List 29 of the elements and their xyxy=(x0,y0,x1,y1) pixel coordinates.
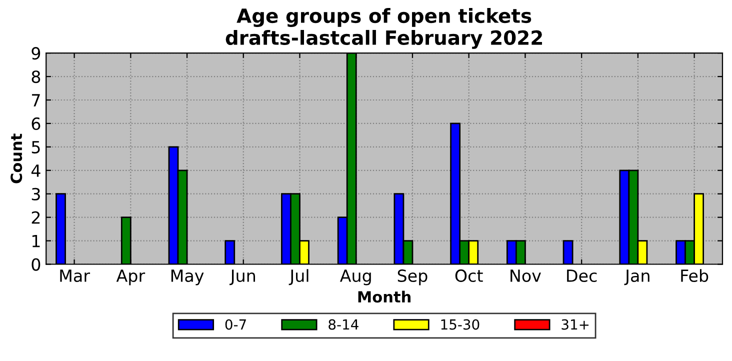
y-tick-label: 4 xyxy=(31,164,40,177)
x-tick-label: Sep xyxy=(398,269,428,286)
x-tick-label: Nov xyxy=(510,270,541,282)
y-axis-title: Count xyxy=(10,134,22,184)
y-tick-label: 2 xyxy=(32,211,40,224)
x-tick-label: Jan xyxy=(624,270,650,286)
y-tick-label: 0 xyxy=(32,258,40,271)
x-tick-label: May xyxy=(171,270,204,286)
x-tick-label: Apr xyxy=(116,270,146,286)
x-tick-label: Jul xyxy=(288,269,308,286)
y-tick-label: 9 xyxy=(32,47,40,60)
y-tick-label: 1 xyxy=(32,234,40,248)
x-axis-title: Month xyxy=(358,290,410,303)
x-tick-label: Jun xyxy=(230,270,255,286)
chart-title: Age groups of open tickets drafts-lastcall February 2022 xyxy=(226,8,542,49)
x-tick-label: Feb xyxy=(681,269,708,282)
x-tick-label: Mar xyxy=(60,270,90,282)
y-tick-label: 7 xyxy=(32,94,40,106)
y-tick-label: 3 xyxy=(32,188,40,200)
y-tick-label: 6 xyxy=(32,117,40,130)
y-tick-label: 5 xyxy=(32,141,40,154)
x-tick-label: Aug xyxy=(340,270,371,286)
legend-label: 31+ xyxy=(562,319,589,330)
y-tick-label: 8 xyxy=(32,70,40,84)
x-tick-label: Dec xyxy=(567,270,597,282)
legend-label: 15-30 xyxy=(441,319,480,330)
x-tick-label: Oct xyxy=(455,269,483,282)
legend-label: 8-14 xyxy=(328,319,358,330)
legend-label: 0-7 xyxy=(225,319,246,330)
